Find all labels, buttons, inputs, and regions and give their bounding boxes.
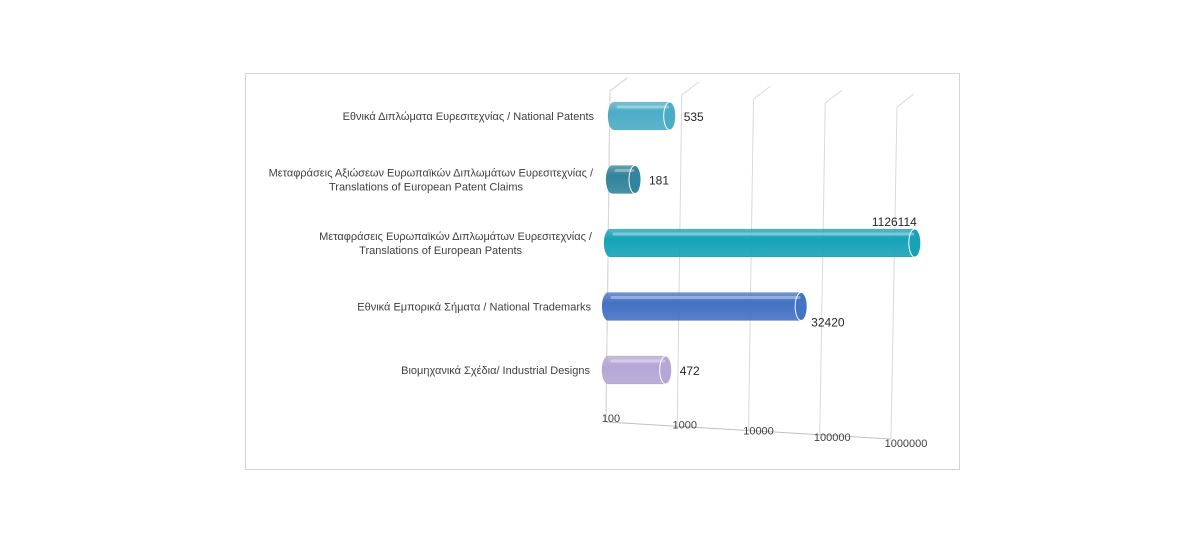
bar-chart: 100 1000 10000 100000 1000000 535 Εθνικά Διπλώ…: [269, 77, 928, 450]
value-label: 535: [684, 110, 704, 124]
bar-cap: [908, 228, 922, 258]
category-label-line: Μεταφράσεις Ευρωπαϊκών Διπλωμάτων Ευρεσι…: [319, 231, 593, 243]
tick-label: 100000: [814, 432, 851, 444]
gridline: [748, 85, 771, 431]
tick-label: 10000: [743, 426, 774, 438]
value-label: 181: [649, 174, 669, 188]
gridline: [819, 89, 843, 435]
bar-cap: [628, 165, 642, 194]
category-label-line: Εθνικά Εμπορικά Σήματα / National Tradem…: [357, 302, 591, 314]
chart-frame: 100 1000 10000 100000 1000000 535 Εθνικά Διπλώ…: [245, 73, 960, 470]
value-label: 1126114: [872, 215, 917, 229]
tick-label: 100: [602, 413, 620, 425]
category-label: Μεταφράσεις Αξιώσεων Ευρωπαϊκών Διπλωμάτ…: [269, 168, 594, 194]
gridline: [890, 93, 915, 440]
category-label: Βιομηχανικά Σχέδια/ Industrial Designs: [401, 365, 590, 377]
category-label-line: Βιομηχανικά Σχέδια/ Industrial Designs: [401, 365, 590, 377]
category-label: Εθνικά Διπλώματα Ευρεσιτεχνίας / Nationa…: [343, 111, 595, 123]
value-label: 472: [680, 364, 700, 378]
tick-label: 1000000: [885, 438, 928, 450]
category-label-line: Εθνικά Διπλώματα Ευρεσιτεχνίας / Nationa…: [343, 111, 595, 123]
bar-cap: [663, 101, 677, 131]
value-label: 32420: [811, 316, 845, 330]
category-label: Μεταφράσεις Ευρωπαϊκών Διπλωμάτων Ευρεσι…: [319, 231, 593, 257]
category-label-line: Μεταφράσεις Αξιώσεων Ευρωπαϊκών Διπλωμάτ…: [269, 168, 594, 180]
category-label-line: Translations of European Patent Claims: [329, 182, 524, 194]
category-label-line: Translations of European Patents: [359, 245, 522, 257]
bar-cap: [659, 355, 673, 385]
tick-label: 1000: [673, 419, 697, 431]
bar-cap: [794, 292, 808, 321]
category-label: Εθνικά Εμπορικά Σήματα / National Tradem…: [357, 302, 591, 314]
